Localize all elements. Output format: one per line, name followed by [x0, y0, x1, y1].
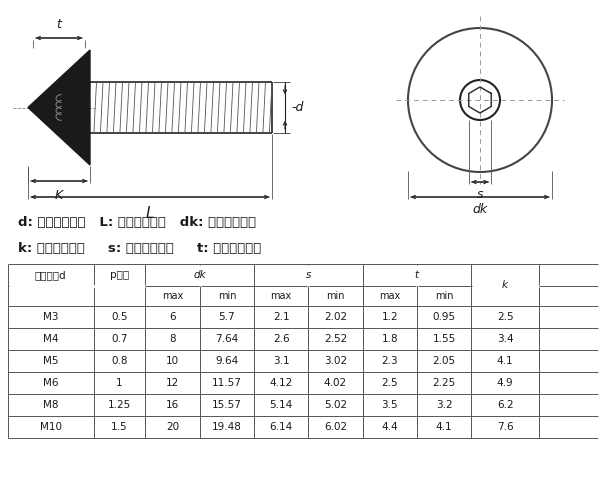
Text: k: 代表头部厚度     s: 代表六角对边     t: 代表六角深度: k: 代表头部厚度 s: 代表六角对边 t: 代表六角深度 — [18, 242, 261, 254]
Text: M8: M8 — [43, 400, 59, 410]
Text: 10: 10 — [166, 356, 179, 366]
Text: max: max — [162, 291, 183, 301]
Text: 5.7: 5.7 — [219, 312, 235, 322]
Text: M3: M3 — [43, 312, 59, 322]
Text: 9.64: 9.64 — [215, 356, 239, 366]
Text: dk: dk — [473, 203, 488, 216]
Text: 4.9: 4.9 — [497, 378, 513, 388]
Text: 3.2: 3.2 — [436, 400, 452, 410]
Text: t: t — [56, 18, 61, 31]
Text: max: max — [379, 291, 401, 301]
Text: 0.5: 0.5 — [112, 312, 128, 322]
Text: 公称直径d: 公称直径d — [35, 270, 67, 280]
Text: M5: M5 — [43, 356, 59, 366]
Text: M10: M10 — [40, 422, 62, 432]
Text: 6.14: 6.14 — [270, 422, 293, 432]
Text: 7.6: 7.6 — [497, 422, 513, 432]
Text: 6.02: 6.02 — [324, 422, 347, 432]
Text: 11.57: 11.57 — [212, 378, 242, 388]
Text: 19.48: 19.48 — [212, 422, 242, 432]
Text: 3.1: 3.1 — [273, 356, 290, 366]
Text: s: s — [477, 188, 483, 201]
Text: 4.02: 4.02 — [324, 378, 347, 388]
Text: 5.02: 5.02 — [324, 400, 347, 410]
Text: 3.4: 3.4 — [497, 334, 513, 344]
Text: max: max — [270, 291, 292, 301]
Text: 20: 20 — [166, 422, 179, 432]
Text: 2.1: 2.1 — [273, 312, 290, 322]
Text: 2.3: 2.3 — [381, 356, 398, 366]
Text: 0.95: 0.95 — [433, 312, 456, 322]
Text: 3.5: 3.5 — [381, 400, 398, 410]
Text: 2.25: 2.25 — [433, 378, 456, 388]
Text: M6: M6 — [43, 378, 59, 388]
Text: 15.57: 15.57 — [212, 400, 242, 410]
Text: 1.25: 1.25 — [108, 400, 131, 410]
Text: 1: 1 — [116, 378, 123, 388]
Text: 6.2: 6.2 — [497, 400, 513, 410]
Text: 0.8: 0.8 — [112, 356, 128, 366]
Text: min: min — [326, 291, 345, 301]
Text: dk: dk — [193, 270, 206, 280]
Text: 4.1: 4.1 — [497, 356, 513, 366]
Text: 2.02: 2.02 — [324, 312, 347, 322]
Text: d: 代表螺纹直径   L: 代表螺丝长度   dk: 代表头部直径: d: 代表螺纹直径 L: 代表螺丝长度 dk: 代表头部直径 — [18, 215, 256, 228]
Text: 2.05: 2.05 — [433, 356, 456, 366]
Text: t: t — [415, 270, 419, 280]
Text: 6: 6 — [169, 312, 176, 322]
Text: s: s — [305, 270, 311, 280]
Text: 1.2: 1.2 — [381, 312, 398, 322]
Text: 4.12: 4.12 — [270, 378, 293, 388]
Text: 2.5: 2.5 — [497, 312, 513, 322]
Text: 4.4: 4.4 — [381, 422, 398, 432]
Text: -d: -d — [291, 101, 304, 114]
Text: k: k — [502, 280, 508, 290]
Text: 2.6: 2.6 — [273, 334, 290, 344]
Text: 16: 16 — [166, 400, 179, 410]
Text: M4: M4 — [43, 334, 59, 344]
Text: 8: 8 — [169, 334, 176, 344]
Text: 1.5: 1.5 — [111, 422, 128, 432]
Text: 0.7: 0.7 — [112, 334, 128, 344]
Text: p螺距: p螺距 — [110, 270, 129, 280]
Text: 12: 12 — [166, 378, 179, 388]
Text: K: K — [55, 189, 63, 202]
Text: 2.52: 2.52 — [324, 334, 347, 344]
Text: min: min — [435, 291, 453, 301]
Text: 7.64: 7.64 — [215, 334, 239, 344]
Text: 1.8: 1.8 — [381, 334, 398, 344]
Text: 3.02: 3.02 — [324, 356, 347, 366]
Text: L: L — [146, 206, 155, 221]
Text: 2.5: 2.5 — [381, 378, 398, 388]
Text: 1.55: 1.55 — [433, 334, 456, 344]
Text: 4.1: 4.1 — [436, 422, 452, 432]
Text: 5.14: 5.14 — [270, 400, 293, 410]
Text: min: min — [218, 291, 236, 301]
Polygon shape — [28, 50, 90, 165]
